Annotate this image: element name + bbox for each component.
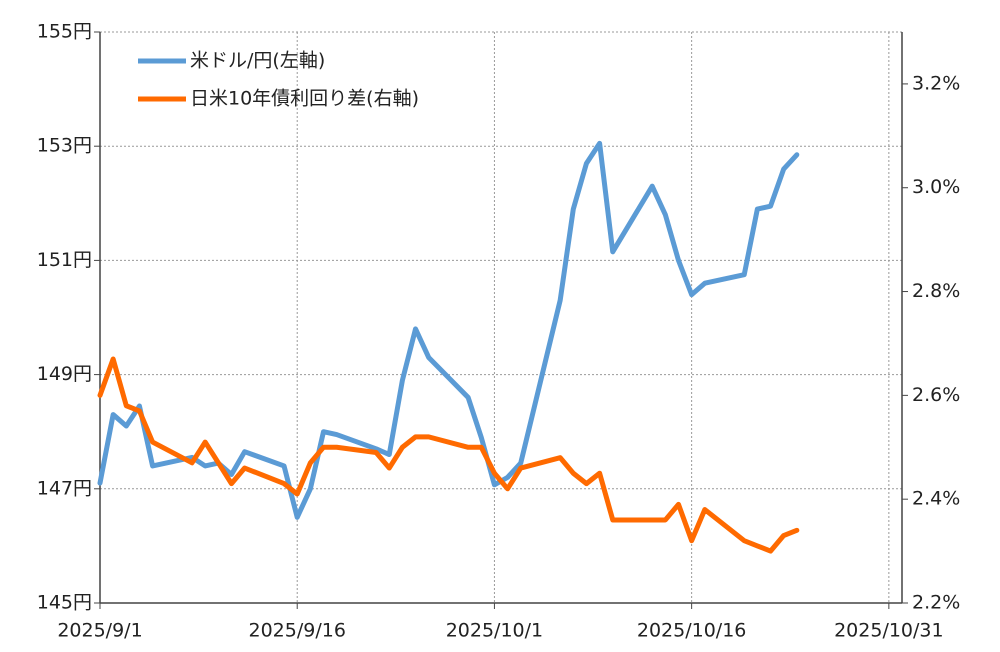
y2-tick-label: 2.6% xyxy=(912,384,960,406)
y2-tick-label: 3.0% xyxy=(912,176,960,198)
x-tick-label: 2025/9/1 xyxy=(57,620,142,642)
y2-tick-label: 2.8% xyxy=(912,280,960,302)
legend-label: 米ドル/円(左軸) xyxy=(190,50,325,72)
line-series xyxy=(97,356,800,554)
x-tick-label: 2025/9/16 xyxy=(249,620,346,642)
x-tick-label: 2025/10/16 xyxy=(637,620,747,642)
y-tick-label: 155円 xyxy=(37,21,92,43)
y-tick-label: 147円 xyxy=(37,477,92,499)
line-series xyxy=(97,140,800,520)
x-tick-label: 2025/10/31 xyxy=(834,620,944,642)
y-tick-label: 153円 xyxy=(37,135,92,157)
legend-label: 日米10年債利回り差(右軸) xyxy=(190,88,419,110)
y-tick-label: 151円 xyxy=(37,249,92,271)
y2-tick-label: 2.4% xyxy=(912,488,960,510)
y-tick-label: 149円 xyxy=(37,363,92,385)
y2-tick-label: 3.2% xyxy=(912,72,960,94)
y2-tick-label: 2.2% xyxy=(912,592,960,614)
x-tick-label: 2025/10/1 xyxy=(446,620,543,642)
y-tick-label: 145円 xyxy=(37,592,92,614)
